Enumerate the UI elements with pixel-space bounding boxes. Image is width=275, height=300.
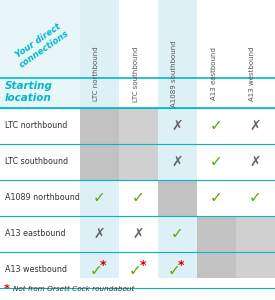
Bar — [158, 0, 197, 278]
Text: ✓: ✓ — [210, 154, 223, 169]
Text: ✗: ✗ — [133, 227, 144, 241]
Text: *: * — [4, 284, 10, 294]
Bar — [0, 78, 80, 108]
Text: *: * — [100, 259, 107, 272]
Bar — [119, 108, 158, 144]
Text: ✗: ✗ — [250, 119, 261, 133]
Text: A13 eastbound: A13 eastbound — [210, 48, 216, 100]
Text: Your direct
connections: Your direct connections — [12, 20, 71, 70]
Bar — [158, 180, 197, 216]
Bar — [0, 0, 80, 78]
Text: Starting
location: Starting location — [5, 81, 53, 103]
Text: A13 westbound: A13 westbound — [249, 47, 255, 101]
Text: *: * — [139, 259, 146, 272]
Bar — [119, 144, 158, 180]
Text: ✓: ✓ — [129, 263, 142, 278]
Text: ✓: ✓ — [171, 226, 184, 242]
Text: LTC southbound: LTC southbound — [133, 46, 139, 102]
Text: ✗: ✗ — [172, 155, 183, 169]
Text: ✓: ✓ — [249, 190, 262, 206]
Text: A13 eastbound: A13 eastbound — [5, 230, 65, 238]
Text: A1089 northbound: A1089 northbound — [5, 194, 80, 202]
Bar — [80, 0, 119, 278]
Bar — [119, 0, 158, 278]
Bar — [236, 0, 275, 278]
Text: ✗: ✗ — [250, 155, 261, 169]
Text: A13 westbound: A13 westbound — [5, 266, 67, 274]
Text: ✓: ✓ — [210, 118, 223, 134]
Text: LTC northbound: LTC northbound — [5, 122, 67, 130]
Text: Not from Orsett Cock roundabout: Not from Orsett Cock roundabout — [13, 286, 134, 292]
Text: A1089 southbound: A1089 southbound — [172, 41, 177, 107]
Text: ✗: ✗ — [172, 119, 183, 133]
Text: ✓: ✓ — [210, 190, 223, 206]
Bar — [197, 216, 236, 252]
Text: LTC northbound: LTC northbound — [94, 47, 100, 101]
Text: ✓: ✓ — [168, 263, 181, 278]
Bar — [197, 0, 236, 278]
Text: ✓: ✓ — [132, 190, 145, 206]
Bar — [80, 108, 119, 144]
Bar — [0, 278, 275, 300]
Bar — [236, 216, 275, 252]
Bar — [197, 252, 236, 288]
Bar — [80, 144, 119, 180]
Text: ✓: ✓ — [90, 263, 103, 278]
Bar — [236, 252, 275, 288]
Text: *: * — [178, 259, 185, 272]
Text: ✓: ✓ — [93, 190, 106, 206]
Text: ✗: ✗ — [94, 227, 105, 241]
Text: LTC southbound: LTC southbound — [5, 158, 68, 166]
